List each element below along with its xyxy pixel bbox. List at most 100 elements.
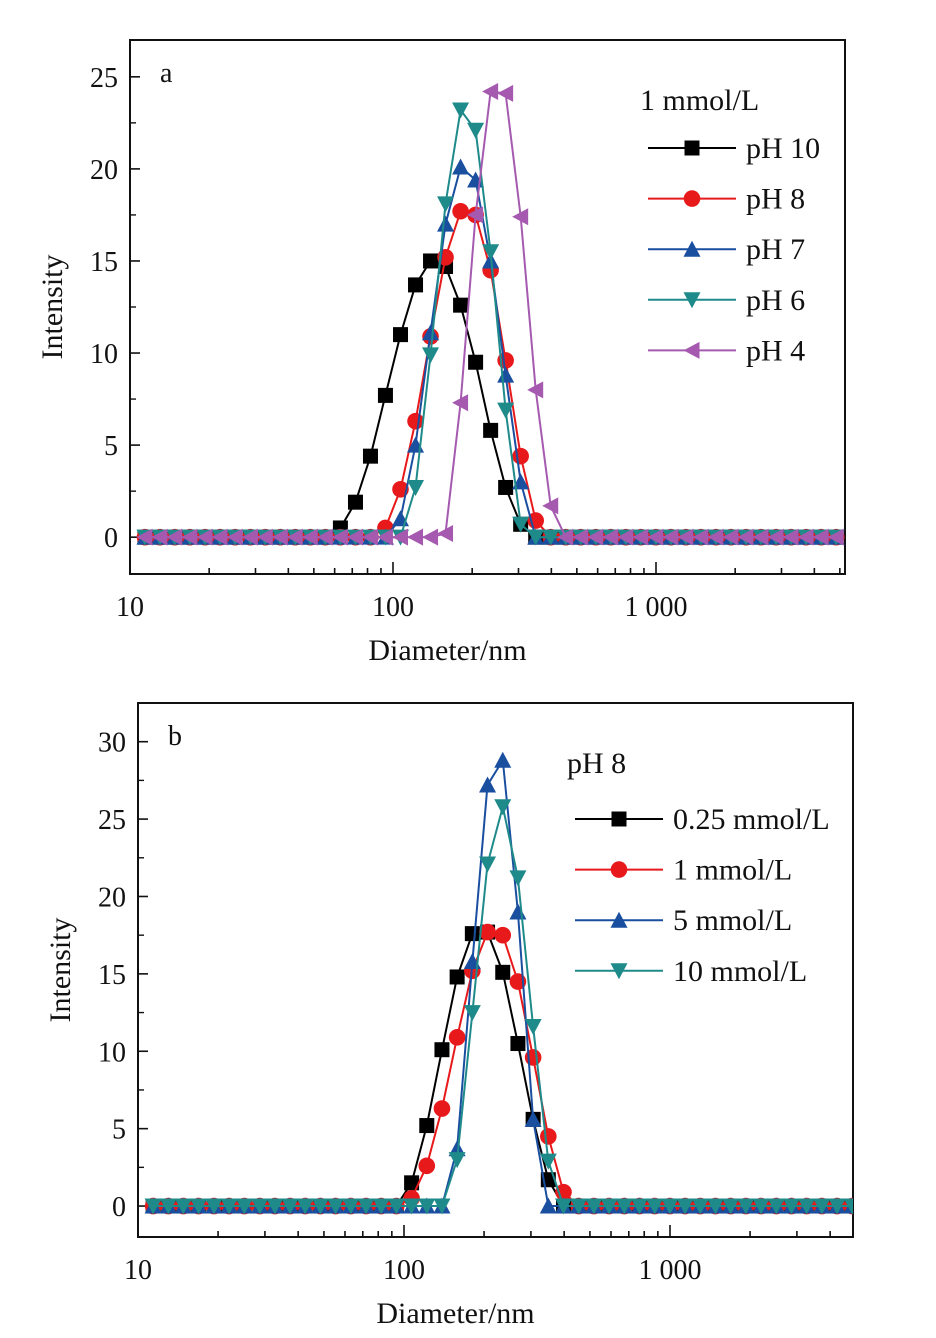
data-point-5-mmol-l [479, 776, 497, 793]
data-point-10-mmol-l [418, 1198, 436, 1215]
data-point-1-mmol-l [479, 923, 496, 941]
data-point-ph-4 [632, 528, 649, 546]
data-point-10-mmol-l [311, 1198, 329, 1215]
data-point-ph-4 [617, 528, 634, 546]
plot-area [144, 751, 853, 1215]
legend-marker-ph-10 [684, 140, 700, 156]
x-tick-label: 10 [124, 1255, 152, 1286]
data-point-ph-4 [196, 528, 213, 546]
data-point-ph-4 [782, 528, 799, 546]
data-point-10-mmol-l [524, 1018, 542, 1035]
data-point-ph-4 [542, 497, 559, 515]
data-point-10-mmol-l [737, 1198, 755, 1215]
data-point-10-mmol-l [174, 1198, 192, 1215]
data-point-5-mmol-l [494, 751, 512, 768]
data-point-ph-4 [482, 83, 499, 101]
x-tick-label: 100 [372, 592, 414, 623]
series-line-ph-7 [145, 165, 837, 539]
panel-a: 10 100 1 000 0 5 10 15 20 25 Diameter/nm Intensity… [36, 39, 846, 667]
data-point-10-mmol-l [433, 1198, 451, 1215]
data-point-10-mmol-l [828, 1198, 846, 1215]
legend-marker-1-mmol-l [610, 861, 628, 878]
data-point-0-25-mmol-l [419, 1118, 435, 1134]
data-point-ph-4 [422, 528, 439, 546]
data-point-5-mmol-l [539, 1197, 557, 1214]
y-tick-label: 5 [104, 431, 118, 462]
data-point-10-mmol-l [585, 1198, 603, 1215]
data-point-10-mmol-l [706, 1198, 724, 1215]
series-10-mmol-l [144, 799, 853, 1215]
data-point-ph-4 [286, 528, 303, 546]
legend-label-5-mmol-l: 5 mmol/L [673, 904, 792, 937]
data-point-10-mmol-l [327, 1198, 345, 1215]
legend-label-0-25-mmol-l: 0.25 mmol/L [673, 803, 830, 836]
data-point-ph-10 [483, 422, 499, 438]
data-point-0-25-mmol-l [510, 1036, 526, 1052]
data-point-ph-6 [542, 529, 560, 546]
data-point-10-mmol-l [220, 1198, 238, 1215]
data-point-ph-4 [572, 528, 589, 546]
data-point-ph-10 [362, 448, 378, 464]
data-point-ph-7 [497, 366, 515, 383]
data-point-10-mmol-l [813, 1198, 831, 1215]
legend-marker-ph-8 [683, 190, 701, 207]
data-point-ph-4 [301, 528, 318, 546]
x-tick-label: 10 [116, 592, 144, 623]
data-point-ph-6 [467, 122, 485, 139]
data-point-10-mmol-l [448, 1152, 466, 1169]
data-point-ph-8 [452, 202, 469, 220]
y-tick-label: 5 [112, 1115, 126, 1146]
data-point-ph-10 [347, 494, 363, 510]
y-tick-label: 10 [98, 1037, 126, 1068]
y-axis-label: Intensity [44, 918, 77, 1023]
data-point-1-mmol-l [494, 926, 512, 944]
data-point-10-mmol-l [266, 1198, 284, 1215]
data-point-ph-4 [677, 528, 694, 546]
data-point-ph-4 [316, 528, 333, 546]
data-point-ph-4 [437, 524, 454, 542]
data-point-ph-4 [376, 528, 393, 546]
data-point-ph-4 [256, 528, 273, 546]
data-point-ph-6 [527, 529, 545, 546]
data-point-ph-4 [812, 528, 829, 546]
data-point-10-mmol-l [782, 1198, 800, 1215]
data-point-ph-4 [136, 528, 153, 546]
data-point-ph-6 [512, 516, 530, 533]
data-point-ph-4 [602, 528, 619, 546]
data-point-ph-4 [211, 528, 228, 546]
data-point-ph-4 [181, 528, 198, 546]
legend-marker-ph-7 [683, 240, 701, 257]
plot-area [136, 83, 845, 546]
legend: 1 mmol/L pH 10 pH 8 pH 7 pH 6 pH 4 [640, 84, 820, 367]
data-point-ph-7 [437, 215, 455, 232]
y-tick-label: 20 [98, 882, 126, 913]
data-point-ph-4 [151, 528, 168, 546]
data-point-ph-6 [497, 402, 515, 419]
data-point-10-mmol-l [403, 1198, 421, 1215]
data-point-10-mmol-l [159, 1198, 177, 1215]
data-point-10-mmol-l [205, 1198, 223, 1215]
data-point-ph-6 [437, 196, 455, 213]
y-tick-label: 10 [90, 339, 118, 370]
data-point-ph-4 [407, 528, 424, 546]
data-point-10-mmol-l [463, 1005, 481, 1022]
legend-title: 1 mmol/L [640, 84, 759, 117]
series-ph-10 [137, 253, 844, 545]
y-tick-label: 25 [98, 805, 126, 836]
data-point-10-mmol-l [509, 870, 527, 887]
x-axis-label: Diameter/nm [368, 634, 526, 667]
data-point-ph-4 [452, 394, 469, 412]
data-point-0-25-mmol-l [495, 964, 511, 980]
data-point-ph-10 [453, 297, 469, 313]
legend-marker-10-mmol-l [610, 963, 628, 980]
data-point-ph-4 [361, 528, 378, 546]
series-line-ph-4 [145, 90, 837, 539]
data-point-10-mmol-l [615, 1198, 633, 1215]
data-point-ph-8 [407, 412, 424, 430]
y-tick-label: 15 [90, 247, 118, 278]
data-point-10-mmol-l [676, 1198, 694, 1215]
data-point-ph-7 [452, 158, 470, 175]
legend-label-ph-8: pH 8 [746, 183, 805, 216]
legend-label-1-mmol-l: 1 mmol/L [673, 854, 792, 887]
data-point-0-25-mmol-l [464, 926, 480, 942]
